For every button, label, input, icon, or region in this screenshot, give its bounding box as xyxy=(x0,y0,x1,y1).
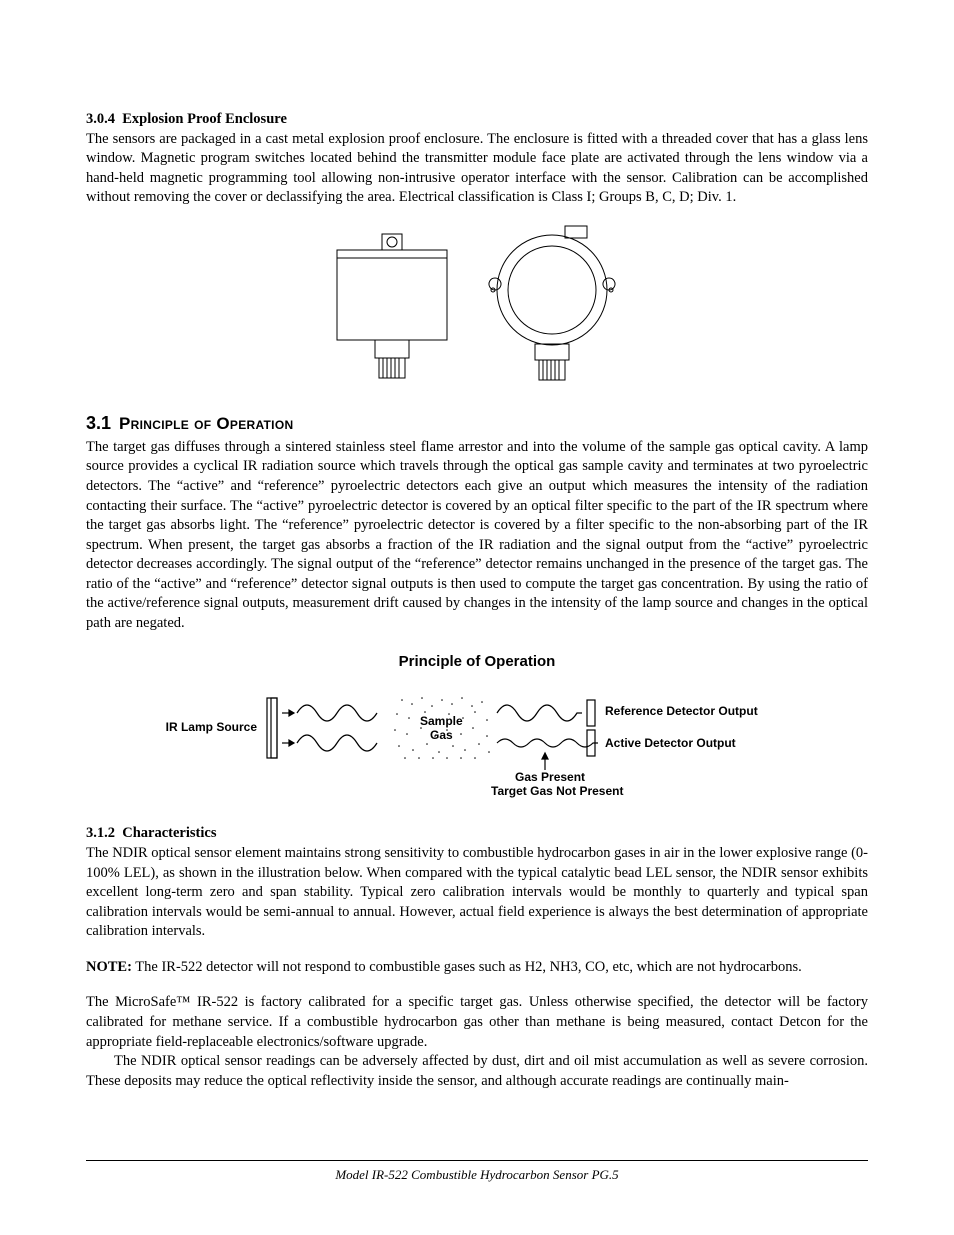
sample-gas-label-1: Sample xyxy=(420,714,463,728)
enclosure-figure xyxy=(86,220,868,395)
note-label: NOTE: xyxy=(86,959,132,975)
section-304-title: Explosion Proof Enclosure xyxy=(122,111,287,127)
section-31-heading: 3.1 Principle of Operation xyxy=(86,413,868,434)
section-31-num: 3.1 xyxy=(86,413,111,434)
section-304-heading: 3.0.4 Explosion Proof Enclosure xyxy=(86,110,868,130)
section-31-para: The target gas diffuses through a sinter… xyxy=(86,438,868,634)
section-312-para1: The NDIR optical sensor element maintain… xyxy=(86,844,868,942)
section-312-note: NOTE: The IR-522 detector will not respo… xyxy=(86,958,868,978)
section-31-title: Principle of Operation xyxy=(119,414,293,434)
note-text: The IR-522 detector will not respond to … xyxy=(132,959,802,975)
section-312-heading: 3.1.2 Characteristics xyxy=(86,824,868,844)
principle-figure: IR Lamp Source Sample Gas Reference Dete… xyxy=(127,680,827,810)
gas-present-label: Gas Present xyxy=(515,770,585,784)
page: 3.0.4 Explosion Proof Enclosure The sens… xyxy=(0,0,954,1235)
section-312-para3: The NDIR optical sensor readings can be … xyxy=(86,1052,868,1091)
lamp-source-label: IR Lamp Source xyxy=(127,720,257,734)
enclosure-svg xyxy=(327,220,627,390)
section-312-num: 3.1.2 xyxy=(86,825,115,841)
principle-diagram-title: Principle of Operation xyxy=(86,653,868,670)
gas-not-present-label: Target Gas Not Present xyxy=(491,784,623,798)
page-footer: Model IR-522 Combustible Hydrocarbon Sen… xyxy=(86,1160,868,1183)
sample-gas-label-2: Gas xyxy=(430,728,453,742)
section-312-para2: The MicroSafe™ IR-522 is factory calibra… xyxy=(86,993,868,1052)
reference-out-label: Reference Detector Output xyxy=(605,704,758,718)
section-304-para: The sensors are packaged in a cast metal… xyxy=(86,130,868,208)
footer-text: Model IR-522 Combustible Hydrocarbon Sen… xyxy=(335,1167,618,1182)
active-out-label: Active Detector Output xyxy=(605,736,736,750)
section-312-title: Characteristics xyxy=(122,825,216,841)
section-304-num: 3.0.4 xyxy=(86,111,115,127)
